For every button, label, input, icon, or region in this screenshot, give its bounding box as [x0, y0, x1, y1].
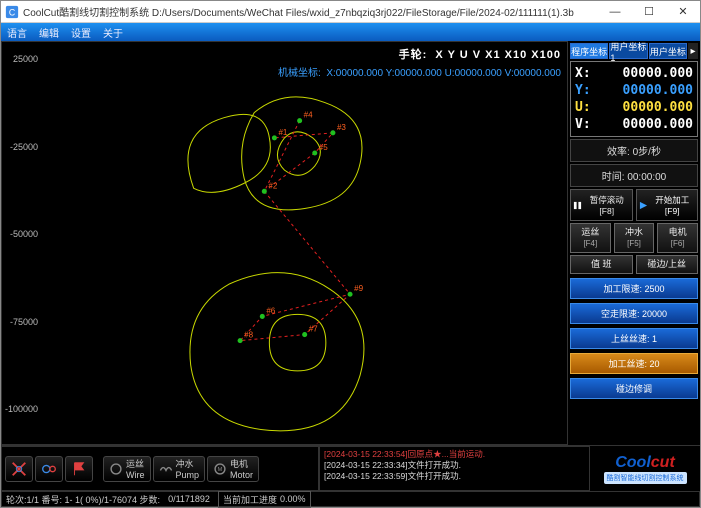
window-title: CoolCut酷割线切割控制系统 D:/Users/Documents/WeCh… — [23, 4, 598, 19]
menu-language[interactable]: 语言 — [7, 25, 27, 40]
app-icon: C — [5, 5, 19, 19]
rate-box: 效率: 0步/秒 — [570, 139, 698, 162]
menubar: 语言 编辑 设置 关于 — [1, 23, 700, 41]
drawing-canvas[interactable]: 25000 -25000 -50000 -75000 -100000 #1#2#… — [1, 41, 568, 445]
param-idle-speed[interactable]: 空走限速: 20000 — [570, 303, 698, 324]
tool-xy-icon[interactable] — [5, 456, 33, 482]
tab-user-coord[interactable]: 用户坐标 — [649, 43, 687, 59]
param-cut-speed[interactable]: 加工限速: 2500 — [570, 278, 698, 299]
status-segment: 轮次:1/1 番号: 1- 1( 0%)/1-76074 步数: — [6, 493, 160, 506]
svg-text:M: M — [218, 467, 223, 473]
start-button[interactable]: 开始加工[F9] — [636, 189, 699, 221]
svg-text:#6: #6 — [266, 306, 275, 315]
right-panel: 程序坐标 用户坐标1 用户坐标 ▸ X:00000.000 Y:00000.00… — [568, 41, 700, 445]
dro-panel: X:00000.000 Y:00000.000 U:00000.000 V:00… — [570, 61, 698, 137]
dro-u: 00000.000 — [623, 99, 693, 116]
dro-x: 00000.000 — [623, 65, 693, 82]
tab-scroll-icon[interactable]: ▸ — [688, 43, 698, 59]
svg-text:#1: #1 — [278, 128, 287, 137]
svg-text:#8: #8 — [244, 331, 253, 340]
statusbar: 轮次:1/1 番号: 1- 1( 0%)/1-76074 步数: 0/11718… — [1, 491, 700, 507]
tool-flag-icon[interactable] — [65, 456, 93, 482]
svg-text:#7: #7 — [309, 325, 318, 334]
progress-indicator: 当前加工进度 0.00% — [218, 491, 311, 508]
dro-v: 00000.000 — [623, 116, 693, 133]
param-edge-adjust[interactable]: 碰边修调 — [570, 378, 698, 399]
pause-button[interactable]: 暂停滚动[F8] — [570, 189, 633, 221]
tool-pump-button[interactable]: 冲水Pump — [153, 456, 206, 482]
menu-settings[interactable]: 设置 — [71, 25, 91, 40]
svg-text:#5: #5 — [319, 143, 328, 152]
main-area: 25000 -25000 -50000 -75000 -100000 #1#2#… — [1, 41, 700, 445]
wire-button[interactable]: 运丝[F4] — [570, 223, 611, 253]
readout-overlay: 手轮: X Y U V X1 X10 X100 机械坐标: X:00000.00… — [278, 46, 561, 79]
status-steps: 0/1171892 — [168, 494, 210, 504]
titlebar: C CoolCut酷割线切割控制系统 D:/Users/Documents/We… — [1, 1, 700, 23]
svg-text:#9: #9 — [354, 284, 363, 293]
svg-text:#3: #3 — [337, 123, 346, 132]
tool-gears-icon[interactable] — [35, 456, 63, 482]
edge-wire-button[interactable]: 碰边/上丝 — [636, 255, 699, 274]
minimize-button[interactable]: — — [598, 2, 632, 22]
tool-wire-button[interactable]: 运丝Wire — [103, 456, 151, 482]
svg-text:#2: #2 — [268, 181, 277, 190]
svg-text:C: C — [9, 7, 15, 17]
plot-svg: #1 #2 #3 #4 #5 #6 #7 #8 #9 — [2, 42, 567, 456]
tool-motor-button[interactable]: M电机Motor — [207, 456, 259, 482]
content: 25000 -25000 -50000 -75000 -100000 #1#2#… — [1, 41, 700, 507]
param-cut-wire-speed[interactable]: 加工丝速: 20 — [570, 353, 698, 374]
tab-program-coord[interactable]: 程序坐标 — [570, 43, 608, 59]
tab-user-coord-1[interactable]: 用户坐标1 — [609, 43, 647, 59]
log-line: [2024-03-15 22:33:34]文件打开成功. — [324, 460, 585, 471]
motor-button[interactable]: 电机[F6] — [657, 223, 698, 253]
maximize-button[interactable]: ☐ — [632, 2, 666, 22]
menu-edit[interactable]: 编辑 — [39, 25, 59, 40]
time-box: 时间: 00:00:00 — [570, 164, 698, 187]
dro-y: 00000.000 — [623, 82, 693, 99]
recover-button[interactable]: 值 班 — [570, 255, 633, 274]
pump-button[interactable]: 冲水[F5] — [614, 223, 655, 253]
app-window: C CoolCut酷割线切割控制系统 D:/Users/Documents/We… — [0, 0, 701, 508]
close-button[interactable]: ✕ — [666, 2, 700, 22]
svg-text:#4: #4 — [304, 111, 313, 120]
log-line: [2024-03-15 22:33:59]文件打开成功. — [324, 471, 585, 482]
logo: Coolcut 酷割智能线切割控制系统 — [590, 446, 700, 491]
param-load-wire-speed[interactable]: 上丝丝速: 1 — [570, 328, 698, 349]
coord-tabs: 程序坐标 用户坐标1 用户坐标 ▸ — [570, 43, 698, 59]
menu-about[interactable]: 关于 — [103, 25, 123, 40]
